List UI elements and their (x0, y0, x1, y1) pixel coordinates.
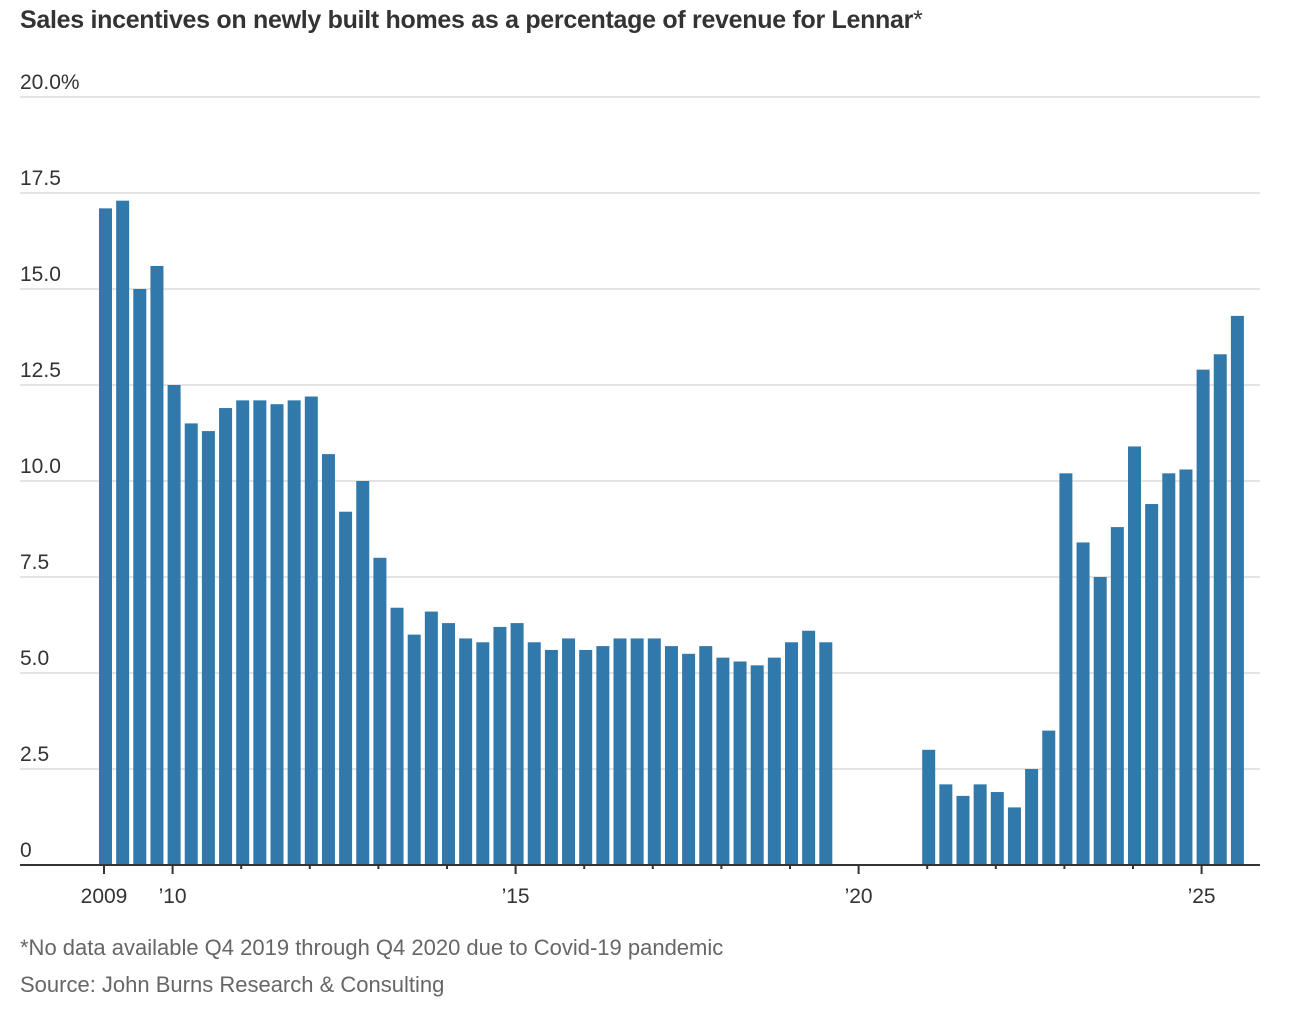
bar (613, 638, 627, 865)
bar (544, 649, 558, 865)
bar-chart: 0 2.5 5.0 7.5 10.0 12.5 15.0 17.5 20.0% 2009 ’10 ’1… (20, 71, 1260, 908)
bar (390, 607, 404, 865)
bar (1007, 807, 1021, 865)
bar (956, 795, 970, 865)
bar (1059, 473, 1073, 865)
bar (321, 454, 335, 865)
title-asterisk: * (913, 6, 923, 34)
bar (219, 408, 233, 865)
bar (1230, 315, 1244, 865)
footnote: *No data available Q4 2019 through Q4 20… (20, 935, 724, 960)
bar (699, 646, 713, 865)
bar (270, 404, 284, 865)
bar (716, 657, 730, 865)
y-tick-label: 10.0 (20, 455, 61, 478)
chart-title: Sales incentives on newly built homes as… (20, 6, 923, 35)
bar (767, 657, 781, 865)
bar (630, 638, 644, 865)
bar (1093, 577, 1107, 865)
bar (562, 638, 576, 865)
bar (1042, 730, 1056, 865)
bar (579, 649, 593, 865)
bar (133, 289, 147, 865)
y-tick-label: 7.5 (20, 551, 49, 574)
bar (304, 396, 318, 865)
y-tick-label: 5.0 (20, 647, 49, 670)
bar (973, 784, 987, 865)
bar (373, 557, 387, 865)
bar (150, 265, 164, 866)
bar (287, 400, 301, 865)
chart-title-text: Sales incentives on newly built homes as… (20, 6, 914, 34)
y-tick-label: 12.5 (20, 359, 61, 382)
bar (99, 208, 112, 866)
y-tick-label: 17.5 (20, 167, 61, 190)
bar (1076, 542, 1090, 865)
bar (1213, 354, 1227, 865)
bar (682, 653, 696, 865)
bar (647, 638, 661, 865)
bar (356, 481, 370, 865)
bar (493, 626, 507, 865)
bar (733, 661, 747, 865)
bar (184, 423, 198, 865)
bar (442, 623, 455, 865)
bar (750, 665, 764, 865)
x-tick-label: ’25 (1188, 885, 1216, 908)
bar (1145, 504, 1159, 865)
bar (459, 638, 473, 865)
bar (819, 642, 833, 865)
bar (116, 200, 130, 865)
y-tick-label: 20.0% (20, 71, 80, 94)
bar (802, 630, 816, 865)
bar (596, 646, 610, 865)
bar (664, 646, 678, 865)
bar (939, 784, 953, 865)
bar (1025, 769, 1039, 865)
y-tick-label: 15.0 (20, 263, 61, 286)
bar (527, 642, 541, 865)
bar (922, 749, 936, 865)
y-tick-label: 2.5 (20, 743, 49, 766)
bar (510, 623, 524, 865)
bar (1179, 469, 1193, 865)
y-tick-label: 0 (20, 839, 32, 862)
bar (1110, 527, 1124, 865)
bar (253, 400, 267, 865)
bar (339, 511, 353, 865)
bar (167, 385, 181, 865)
bar (236, 400, 250, 865)
bar (407, 634, 421, 865)
bar (476, 642, 490, 865)
bar (201, 431, 215, 865)
bar (785, 642, 798, 865)
x-tick-label: ’15 (502, 885, 530, 908)
bar (1162, 473, 1176, 865)
bar (424, 611, 438, 865)
bar (1196, 369, 1210, 865)
x-tick-label: ’20 (845, 885, 873, 908)
source-note: Source: John Burns Research & Consulting (20, 972, 445, 997)
bar (1128, 446, 1141, 865)
x-tick-label: ’10 (159, 885, 187, 908)
bar (990, 792, 1004, 865)
x-tick-label: 2009 (81, 885, 128, 908)
